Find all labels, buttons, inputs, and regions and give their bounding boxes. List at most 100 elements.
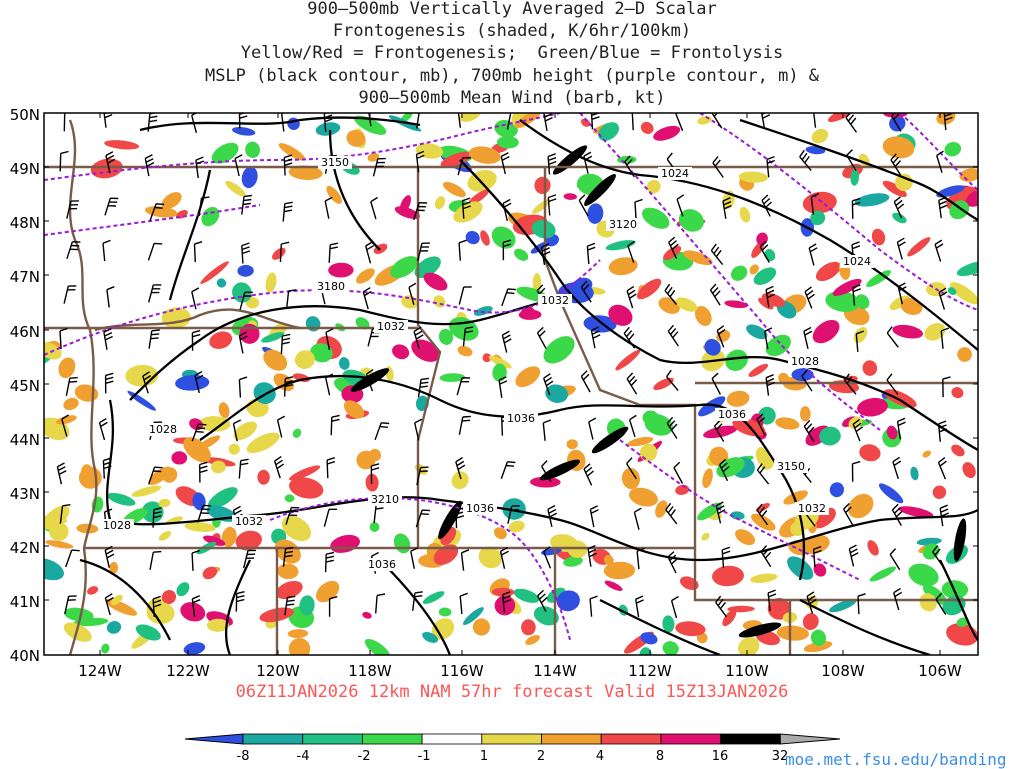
wind-barb [536, 326, 547, 350]
wind-barb [61, 414, 69, 437]
shade-cell [642, 207, 670, 229]
shade-cell [468, 189, 490, 205]
wind-barb [766, 155, 776, 178]
shade-cell [299, 595, 315, 616]
shade-cell [183, 642, 206, 655]
shade-cell [518, 309, 542, 320]
shade-cell [202, 566, 218, 580]
shade-cell [950, 282, 978, 305]
wind-barb [414, 418, 423, 441]
colorbar-swatch [541, 733, 602, 745]
wind-barb [103, 113, 113, 128]
shade-cell [206, 618, 230, 632]
shade-cell [482, 353, 492, 363]
shade-cell [563, 556, 583, 567]
wind-barb [710, 243, 724, 266]
wind-barb [543, 373, 554, 396]
shade-cell [245, 297, 260, 309]
lon-ticks [99, 113, 941, 655]
wind-barb [457, 113, 462, 128]
shade-cell [678, 209, 704, 232]
wind-barb [326, 457, 336, 479]
wind-barb [456, 377, 471, 396]
shade-cell [882, 136, 915, 159]
shade-cell [513, 588, 540, 603]
wind-barb [415, 509, 431, 528]
wind-barb [144, 154, 155, 177]
latitude-axis: 50N 49N 48N 47N 46N 45N 44N 43N 42N 41N … [10, 106, 40, 665]
shade-cell [261, 332, 285, 343]
lon-label: 114W [533, 662, 577, 680]
wind-barb [628, 414, 637, 438]
shade-cell [910, 466, 919, 481]
shade-cell [886, 425, 898, 440]
wind-barb [195, 156, 205, 179]
colorbar-label: -2 [358, 749, 371, 764]
shade-cell [898, 506, 934, 518]
wind-barb [284, 595, 296, 616]
shade-cell [956, 617, 970, 627]
wind-barb [756, 503, 769, 526]
wind-barb [102, 239, 111, 262]
wind-barb [63, 285, 77, 304]
shade-cell [58, 357, 76, 379]
wind-barb [589, 595, 598, 617]
wind-barb [147, 242, 163, 261]
shade-cell [603, 554, 614, 566]
mslp-label: 1036 [466, 502, 494, 515]
wind-barb [665, 502, 678, 525]
shade-cell [675, 297, 698, 312]
wind-barb [102, 457, 112, 479]
wind-barb [937, 420, 948, 442]
shade-cell [545, 384, 569, 403]
shade-cell [211, 460, 226, 474]
wind-barb [64, 595, 77, 615]
shade-cell [751, 513, 776, 531]
shade-cell [494, 120, 518, 138]
wind-barb [104, 372, 114, 394]
wind-barb [940, 327, 950, 349]
lat-label: 42N [10, 539, 40, 557]
shade-cell [468, 146, 501, 164]
shade-cell [944, 141, 962, 157]
wind-barb [458, 415, 471, 435]
shade-cell [608, 257, 638, 276]
wind-barb [588, 417, 597, 440]
wind-barb [759, 240, 770, 263]
wind-barb [104, 545, 115, 568]
wind-barb [897, 282, 907, 305]
shade-cell [284, 494, 295, 503]
shade-cell [765, 334, 791, 357]
wind-barb [63, 113, 69, 132]
shade-cell [364, 638, 391, 655]
wind-barb [457, 157, 471, 176]
shade-cell [738, 171, 768, 183]
wind-barb [851, 197, 861, 219]
wind-barb [501, 330, 512, 353]
shade-cell [803, 641, 833, 653]
wind-barb [455, 457, 466, 480]
shade-cell [827, 113, 857, 122]
shade-cell [184, 522, 216, 532]
wind-barb [282, 546, 294, 567]
shade-cell [947, 287, 957, 296]
title-line-4: MSLP (black contour, mb), 700mb height (… [204, 66, 820, 86]
wind-barb [273, 456, 285, 479]
colorbar-swatch [481, 733, 542, 745]
wind-barb [623, 326, 636, 349]
shade-cell [63, 397, 79, 411]
shade-cell [867, 540, 879, 556]
shade-cell [608, 304, 633, 326]
shade-cell [292, 428, 302, 438]
shade-cell [759, 455, 774, 470]
lon-label: 110W [725, 662, 769, 680]
wind-barb [285, 289, 297, 309]
colorbar-label: 8 [656, 749, 664, 764]
wind-barb [415, 150, 425, 173]
wind-barb [718, 458, 730, 482]
shade-cell [916, 537, 942, 546]
shade-cell [76, 523, 99, 534]
shade-cell [87, 586, 99, 595]
shade-cell [640, 632, 658, 645]
wind-barb [848, 544, 859, 567]
